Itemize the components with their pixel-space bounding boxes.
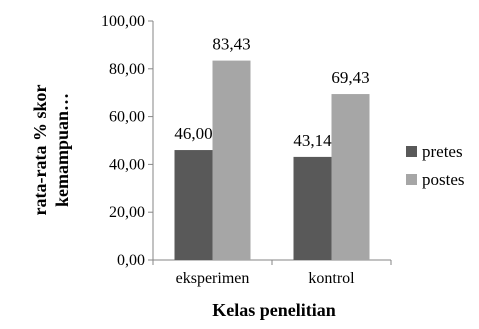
bar-group	[174, 60, 370, 261]
bar-postes-eksperimen	[212, 60, 251, 261]
bar-postes-kontrol	[331, 94, 370, 260]
y-axis-title-line-2: kemampuan…	[52, 93, 72, 207]
legend-swatch-postes	[406, 174, 417, 185]
data-label-pretes-eksperimen: 46,00	[174, 124, 212, 143]
y-tick-label: 0,00	[117, 252, 145, 269]
y-axis-title: rata-rata % skor kemampuan…	[30, 85, 72, 216]
y-tick-group: 0,00 20,00 40,00 60,00 80,00 100,00	[101, 13, 153, 269]
y-tick-label: 20,00	[109, 204, 145, 221]
data-label-group: 46,00 83,43 43,14 69,43	[174, 35, 369, 150]
x-tick-label-eksperimen: eksperimen	[176, 270, 250, 287]
data-label-pretes-kontrol: 43,14	[293, 131, 332, 150]
data-label-postes-eksperimen: 83,43	[212, 35, 250, 54]
x-axis-title: Kelas penelitian	[212, 300, 336, 320]
x-tick-label-kontrol: kontrol	[308, 270, 355, 287]
legend-label-postes: postes	[422, 170, 465, 189]
y-tick-label: 40,00	[109, 156, 145, 173]
x-tick-group: eksperimen kontrol	[152, 260, 392, 287]
bar-pretes-kontrol	[293, 156, 332, 260]
y-axis-title-line-1: rata-rata % skor	[30, 85, 50, 216]
legend: pretes postes	[406, 142, 465, 189]
legend-swatch-pretes	[406, 146, 417, 157]
y-tick-label: 100,00	[101, 13, 145, 30]
y-tick-label: 60,00	[109, 109, 145, 126]
legend-label-pretes: pretes	[422, 142, 463, 161]
data-label-postes-kontrol: 69,43	[331, 68, 369, 87]
bar-pretes-eksperimen	[174, 150, 213, 260]
y-tick-label: 80,00	[109, 61, 145, 78]
